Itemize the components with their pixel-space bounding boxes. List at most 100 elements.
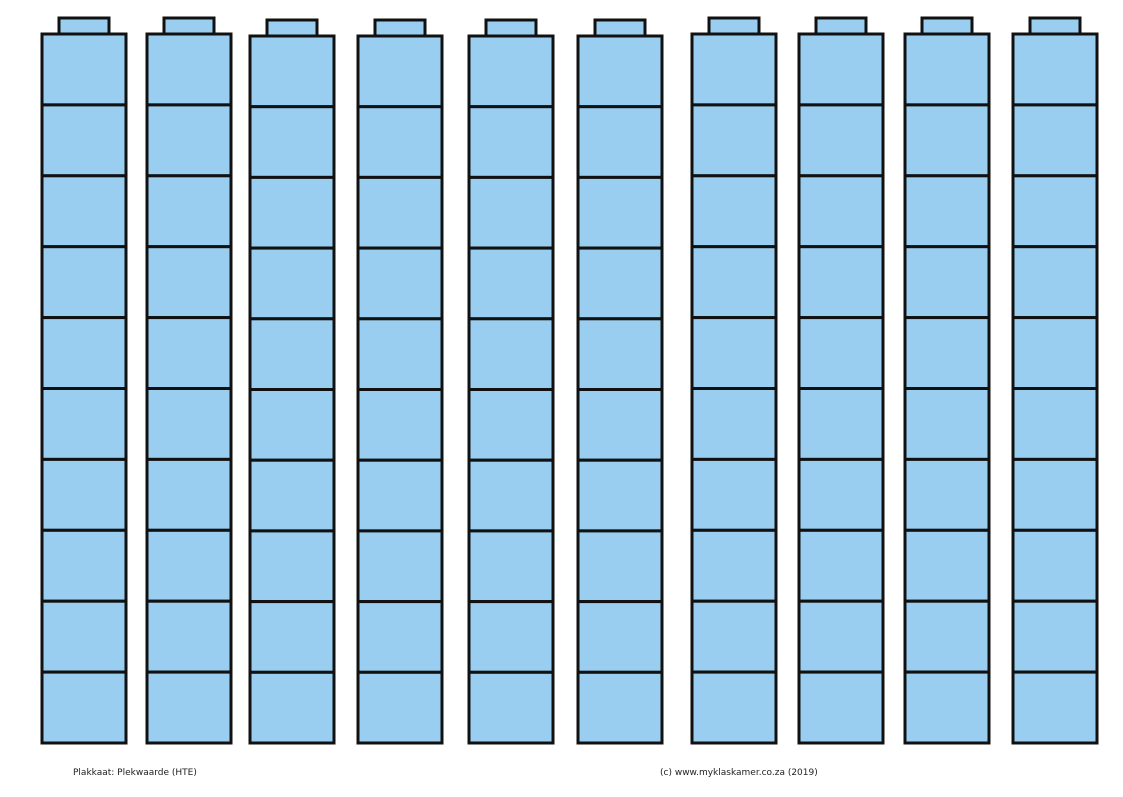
cube [40, 599, 128, 674]
cube [467, 317, 555, 391]
cube [40, 457, 128, 532]
cube [690, 103, 778, 178]
cube [248, 529, 336, 604]
cube [248, 670, 336, 745]
cube [576, 600, 664, 674]
cube-column [467, 18, 555, 745]
cube [145, 316, 233, 391]
cube [690, 387, 778, 461]
cube [797, 528, 885, 603]
cube [356, 317, 444, 391]
cube [903, 32, 991, 107]
cube-cap [593, 18, 647, 38]
cube [797, 387, 885, 461]
cube-column [903, 16, 991, 745]
cube-cap [707, 16, 761, 36]
cube [248, 246, 336, 321]
cube [248, 458, 336, 533]
cube [903, 528, 991, 603]
cube [248, 34, 336, 109]
cube [690, 528, 778, 603]
cube [1011, 245, 1099, 320]
cube-column [797, 16, 885, 745]
cube [248, 388, 336, 462]
cube [690, 599, 778, 674]
cube [145, 528, 233, 603]
cube [356, 529, 444, 604]
cube-cap [57, 16, 111, 36]
cube [576, 529, 664, 604]
cube [576, 670, 664, 745]
cube [797, 316, 885, 391]
cube [467, 458, 555, 533]
cube [576, 175, 664, 250]
cube [1011, 670, 1099, 745]
footer-title: Plakkaat: Plekwaarde (HTE) [73, 768, 197, 778]
cube [576, 388, 664, 462]
cube [40, 528, 128, 603]
cube-cap [1028, 16, 1082, 36]
cube [903, 174, 991, 249]
cube [797, 670, 885, 745]
cube [40, 316, 128, 391]
cube [1011, 316, 1099, 391]
cube [903, 245, 991, 320]
cube [903, 387, 991, 461]
cube [356, 34, 444, 109]
cube-cap [484, 18, 538, 38]
cube [690, 670, 778, 745]
cube [690, 245, 778, 320]
cube [690, 32, 778, 107]
cube [576, 105, 664, 179]
cube [576, 34, 664, 109]
cube [576, 317, 664, 391]
cube [356, 105, 444, 179]
cube [1011, 103, 1099, 178]
cube [690, 174, 778, 249]
cube [467, 34, 555, 109]
cube [797, 245, 885, 320]
cube [356, 175, 444, 250]
cube [248, 105, 336, 179]
cube [356, 600, 444, 674]
cube [797, 32, 885, 107]
cube-columns [40, 16, 1099, 745]
cube-column [248, 18, 336, 745]
cube [1011, 457, 1099, 532]
cube-cap [162, 16, 216, 36]
cube [145, 32, 233, 107]
cube [797, 103, 885, 178]
cube [903, 457, 991, 532]
cube-cap [373, 18, 427, 38]
cube [576, 246, 664, 321]
cube [145, 245, 233, 320]
cube [467, 175, 555, 250]
footer-copyright: (c) www.myklaskamer.co.za (2019) [660, 768, 818, 778]
cube [797, 457, 885, 532]
cube [690, 316, 778, 391]
cube-cap [265, 18, 319, 38]
cube [356, 246, 444, 321]
cube [356, 670, 444, 745]
cube [576, 458, 664, 533]
cube [40, 103, 128, 178]
cube [356, 458, 444, 533]
cube [467, 529, 555, 604]
cube [248, 600, 336, 674]
cube [40, 387, 128, 461]
cube [903, 103, 991, 178]
cube [1011, 174, 1099, 249]
cube [145, 174, 233, 249]
cube [145, 457, 233, 532]
cube [797, 599, 885, 674]
cube [903, 670, 991, 745]
cube [1011, 599, 1099, 674]
cube [903, 316, 991, 391]
cube [690, 457, 778, 532]
cube-column [40, 16, 128, 745]
cube [40, 670, 128, 745]
cube-column [356, 18, 444, 745]
cube [40, 174, 128, 249]
cube-column [1011, 16, 1099, 745]
